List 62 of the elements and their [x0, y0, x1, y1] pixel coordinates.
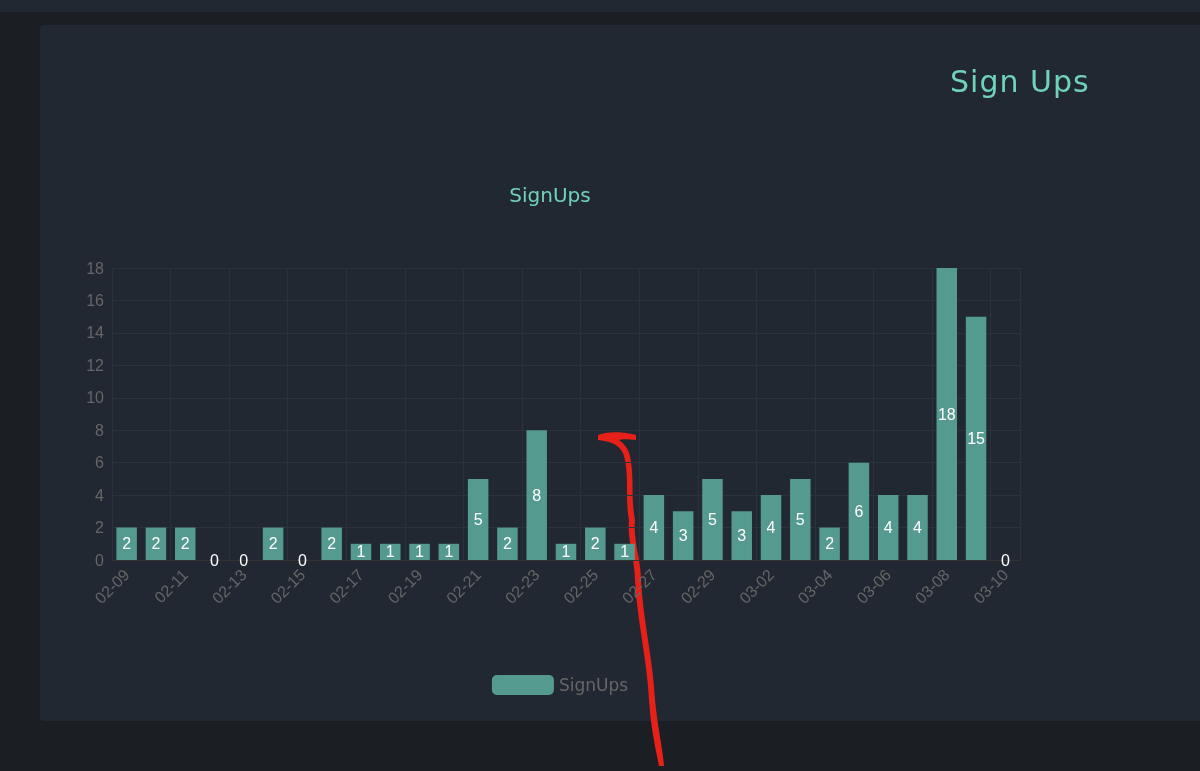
data-label: 3: [678, 527, 688, 545]
data-label: 0: [297, 551, 307, 569]
chart-title: Sign Ups: [950, 64, 1090, 99]
data-label: 3: [737, 527, 747, 545]
data-label: 1: [356, 543, 366, 561]
data-label: 2: [151, 535, 161, 553]
bar: [731, 511, 752, 560]
bar: [936, 268, 958, 560]
data-label: 0: [210, 551, 220, 569]
data-label: 4: [883, 519, 893, 537]
bar: [585, 527, 606, 560]
y-tick-label: 18: [86, 259, 105, 277]
bar: [672, 511, 694, 560]
data-label: 2: [825, 535, 835, 553]
chart-subtitle: SignUps: [509, 183, 591, 207]
bar: [965, 316, 987, 560]
data-label: 2: [590, 535, 600, 553]
data-label: 1: [415, 543, 425, 561]
bar: [321, 527, 342, 560]
bar: [848, 462, 870, 560]
data-label: 2: [122, 535, 132, 553]
bar: [760, 495, 782, 560]
y-tick-label: 8: [95, 421, 105, 439]
data-label: 5: [795, 510, 805, 528]
y-tick-label: 0: [95, 551, 105, 569]
data-label: 5: [473, 510, 483, 528]
data-label: 1: [561, 543, 571, 561]
data-label: 2: [502, 535, 512, 553]
y-tick-label: 6: [95, 454, 105, 472]
data-label: 15: [967, 429, 986, 447]
bar: [467, 478, 489, 560]
data-label: 1: [444, 543, 454, 561]
bar: [702, 478, 723, 560]
data-label: 18: [937, 405, 956, 423]
bar: [526, 430, 547, 560]
data-label: 5: [708, 510, 717, 528]
data-label: 1: [385, 543, 395, 561]
data-label: 2: [327, 535, 337, 553]
y-tick-label: 2: [95, 519, 105, 537]
data-label: 1: [620, 543, 630, 561]
y-tick-label: 16: [86, 291, 105, 309]
legend-label: SignUps: [558, 675, 629, 695]
bar: [907, 495, 928, 560]
data-label: 6: [854, 502, 864, 520]
y-tick-label: 10: [86, 389, 105, 407]
bar: [790, 478, 811, 560]
data-label: 2: [268, 535, 278, 553]
y-tick-label: 14: [86, 324, 105, 342]
bar: [643, 495, 665, 560]
data-label: 2: [180, 535, 190, 553]
bar: [116, 527, 137, 560]
bar: [819, 527, 840, 560]
data-label: 0: [1000, 551, 1010, 569]
data-label: 4: [913, 519, 923, 537]
data-label: 8: [532, 486, 542, 504]
data-label: 4: [649, 519, 659, 537]
y-tick-label: 4: [95, 486, 105, 504]
data-label: 0: [239, 551, 249, 569]
bar: [497, 527, 518, 560]
y-tick-label: 12: [86, 356, 105, 374]
bar: [877, 495, 899, 560]
data-label: 4: [766, 519, 776, 537]
